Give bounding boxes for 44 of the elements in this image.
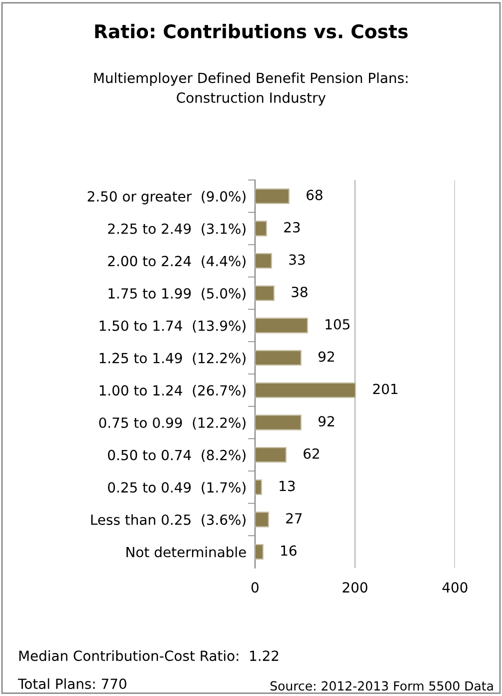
y-tick-label: 1.25 to 1.49 (12.2%) (100, 352, 246, 365)
data-label: 33 (289, 254, 305, 265)
data-label: 13 (280, 480, 295, 492)
y-tick-label: Less than 0.25 (3.6%) (91, 514, 246, 527)
data-label: 105 (326, 319, 350, 330)
bar (255, 479, 262, 495)
bar (255, 512, 270, 528)
y-tick-label: 1.00 to 1.24 (26.7%) (100, 384, 246, 398)
data-label: 23 (284, 222, 300, 233)
y-tick-label: 2.00 to 2.24 (4.4%) (108, 256, 246, 268)
bar (255, 285, 275, 301)
y-tick-label: Not determinable (126, 546, 246, 558)
text: Median Contribution-Cost Ratio: 1.22 (19, 650, 278, 662)
data-label: 68 (306, 190, 322, 200)
text: Total Plans: 770 (18, 678, 126, 690)
y-tick-label: 0.50 to 0.74 (8.2%) (108, 450, 246, 462)
bar (255, 414, 302, 430)
bar (255, 350, 302, 366)
bar (255, 220, 268, 236)
y-tick-label: 1.75 to 1.99 (5.0%) (108, 288, 246, 300)
bar (255, 253, 272, 269)
data-label: 38 (292, 286, 308, 298)
data-label: 201 (373, 384, 398, 394)
y-tick-label: 2.50 or greater (9.0%) (88, 190, 246, 204)
data-label: 27 (286, 513, 302, 524)
chart-subtitle: Multiemployer Defined Benefit Pension Plans: Construction Industry (94, 72, 408, 106)
data-label: 62 (304, 448, 319, 459)
source-note: Source: 2012-2013 Form 5500 Data (270, 681, 493, 691)
chart-title: Ratio: Contributions vs. Costs (95, 24, 408, 38)
bar (255, 382, 356, 398)
bar (255, 318, 308, 334)
bar (255, 188, 290, 204)
bar (255, 544, 264, 560)
y-tick-label: 0.25 to 0.49 (1.7%) (108, 482, 246, 494)
data-label: 16 (281, 545, 296, 556)
y-tick-label: 2.25 to 2.49 (3.1%) (108, 223, 246, 236)
x-tick-label: 0 (251, 582, 258, 593)
x-tick-label: 400 (442, 582, 468, 593)
y-tick-label: 0.75 to 0.99 (12.2%) (99, 417, 246, 430)
bar (255, 447, 287, 463)
y-tick-label: 1.50 to 1.74 (13.9%) (100, 320, 246, 333)
data-label: 92 (318, 416, 334, 427)
data-label: 92 (318, 351, 334, 362)
x-tick-label: 200 (342, 582, 368, 593)
